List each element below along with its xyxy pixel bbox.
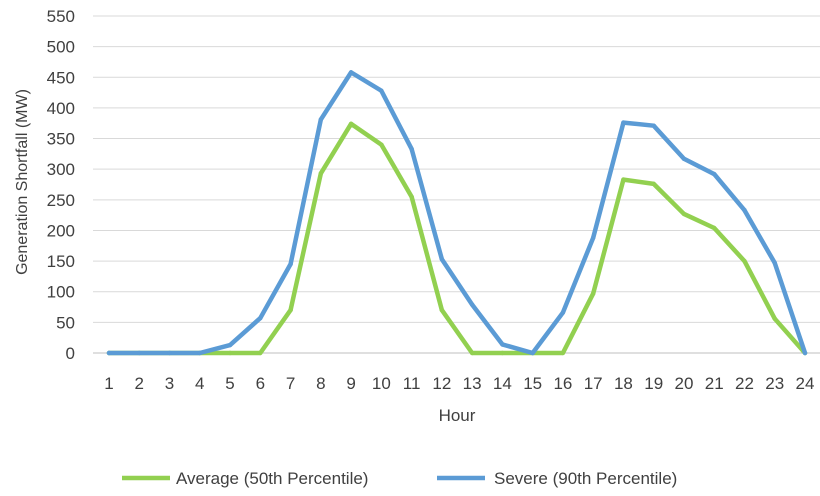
x-tick-label: 3 — [165, 374, 174, 393]
y-axis-ticks: 0 50 100 150 200 250 300 350 400 450 500 550 — [47, 7, 75, 363]
y-tick-label: 250 — [47, 191, 75, 210]
x-tick-label: 8 — [316, 374, 325, 393]
data-point — [621, 120, 626, 125]
data-point — [288, 261, 293, 267]
data-point — [439, 307, 445, 313]
x-tick-label: 22 — [735, 374, 754, 393]
x-tick-label: 2 — [135, 374, 144, 393]
x-tick-label: 7 — [286, 374, 295, 393]
y-tick-label: 400 — [47, 99, 75, 118]
data-point — [318, 117, 324, 122]
data-point — [137, 350, 142, 356]
data-point — [772, 260, 777, 266]
data-point — [681, 211, 687, 217]
series-line — [106, 70, 808, 356]
x-tick-label: 12 — [432, 374, 451, 393]
series-lines — [106, 70, 808, 356]
y-tick-label: 200 — [47, 221, 75, 240]
data-point — [409, 146, 414, 152]
data-point — [712, 171, 717, 177]
x-tick-label: 10 — [372, 374, 391, 393]
legend: Average (50th Percentile) Severe (90th Pe… — [122, 469, 677, 488]
data-point — [258, 315, 263, 321]
data-point — [197, 350, 202, 356]
series-line — [106, 121, 808, 356]
data-point — [288, 307, 293, 313]
data-point — [227, 350, 233, 356]
y-tick-label: 50 — [56, 313, 75, 332]
data-point — [106, 350, 112, 356]
data-point — [712, 225, 717, 231]
data-point — [379, 88, 384, 93]
x-tick-label: 20 — [674, 374, 693, 393]
x-tick-label: 21 — [705, 374, 724, 393]
data-point — [469, 350, 475, 356]
y-tick-label: 0 — [66, 344, 75, 363]
x-tick-label: 4 — [195, 374, 204, 393]
data-point — [167, 350, 172, 356]
y-tick-label: 350 — [47, 130, 75, 149]
y-tick-label: 150 — [47, 252, 75, 271]
data-point — [590, 235, 596, 241]
data-point — [227, 342, 233, 348]
x-tick-label: 18 — [614, 374, 633, 393]
data-point — [742, 208, 747, 213]
x-tick-label: 5 — [225, 374, 234, 393]
data-point — [560, 350, 566, 356]
data-point — [621, 177, 626, 182]
data-point — [379, 142, 384, 147]
legend-label: Average (50th Percentile) — [176, 469, 368, 488]
data-point — [560, 310, 566, 315]
data-point — [348, 121, 354, 127]
data-point — [469, 302, 475, 307]
data-point — [651, 181, 656, 187]
legend-label: Severe (90th Percentile) — [494, 469, 677, 488]
x-tick-label: 23 — [765, 374, 784, 393]
data-point — [318, 171, 324, 176]
x-tick-label: 1 — [104, 374, 113, 393]
data-point — [590, 291, 596, 296]
y-tick-label: 100 — [47, 283, 75, 302]
data-point — [681, 156, 687, 161]
data-point — [258, 350, 263, 356]
data-point — [500, 342, 505, 347]
y-tick-label: 500 — [47, 38, 75, 57]
y-tick-label: 300 — [47, 160, 75, 179]
data-point — [348, 70, 354, 75]
x-tick-label: 14 — [493, 374, 512, 393]
x-tick-label: 11 — [403, 374, 421, 393]
x-tick-label: 15 — [523, 374, 542, 393]
y-axis-title: Generation Shortfall (MW) — [14, 89, 31, 275]
data-point — [742, 258, 747, 264]
x-tick-label: 24 — [796, 374, 815, 393]
data-point — [439, 257, 445, 262]
data-point — [802, 350, 808, 356]
data-point — [500, 350, 505, 356]
y-tick-label: 450 — [47, 68, 75, 87]
data-point — [409, 194, 414, 199]
data-point — [651, 123, 656, 128]
x-tick-label: 6 — [256, 374, 265, 393]
x-tick-label: 9 — [346, 374, 355, 393]
x-axis-ticks: 1 2 3 4 5 6 7 8 9 10 11 12 13 14 15 16 17 18 19 20 21 22 23 24 — [104, 374, 814, 393]
y-tick-label: 550 — [47, 7, 75, 26]
data-point — [530, 350, 535, 356]
x-axis-title: Hour — [439, 406, 476, 425]
x-tick-label: 17 — [584, 374, 603, 393]
x-tick-label: 13 — [463, 374, 482, 393]
data-point — [772, 316, 777, 321]
x-tick-label: 19 — [644, 374, 663, 393]
gridlines — [93, 15, 820, 354]
x-tick-label: 16 — [553, 374, 572, 393]
